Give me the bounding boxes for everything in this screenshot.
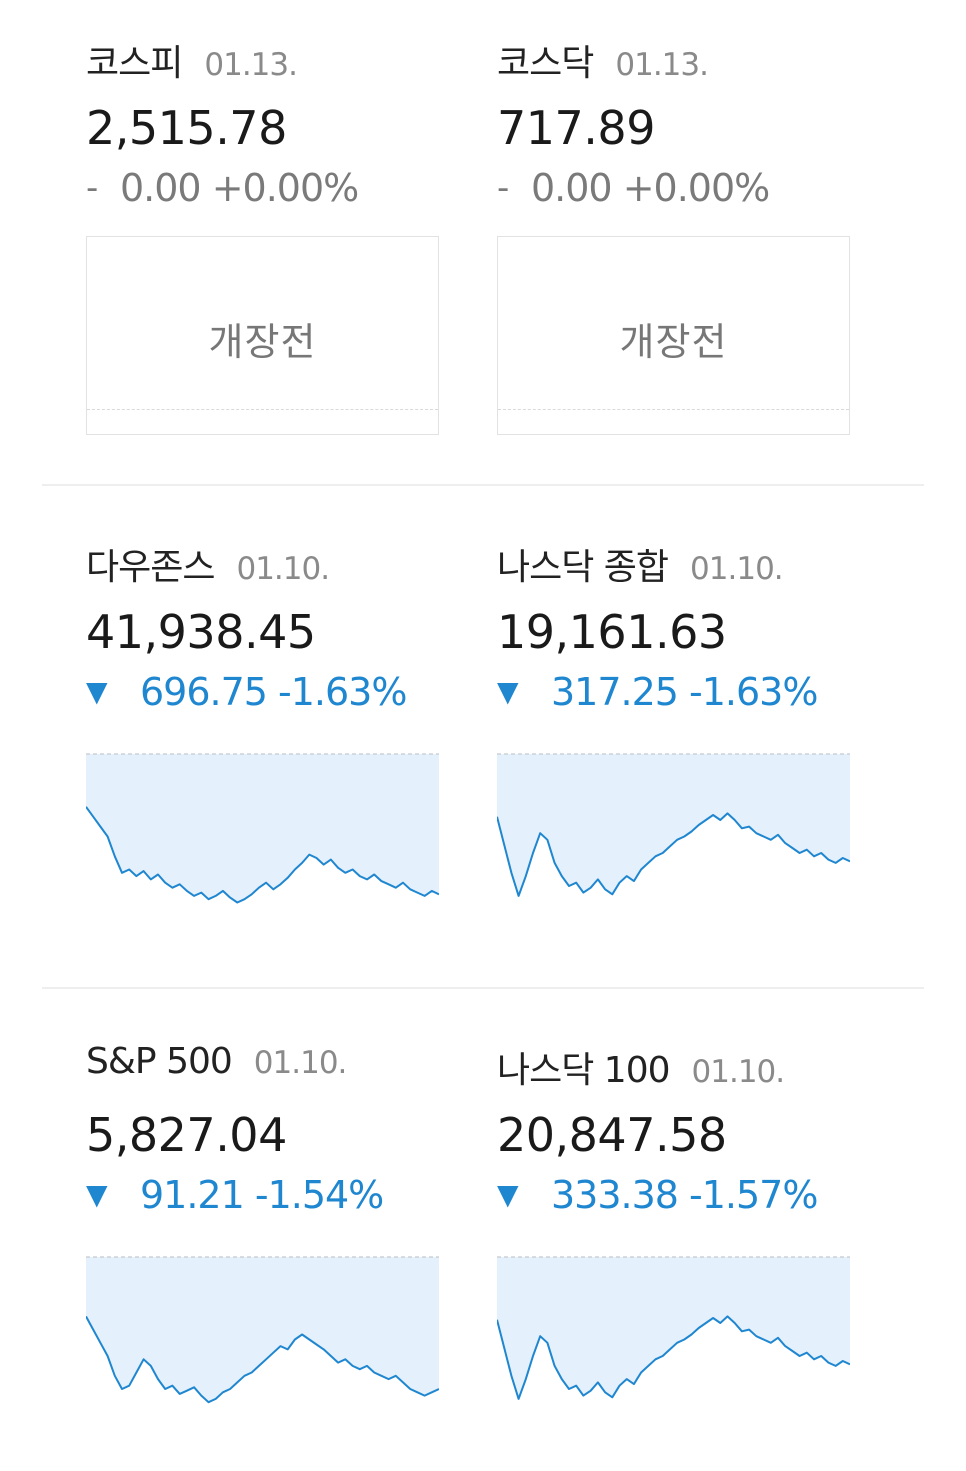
index-header: 다우존스 01.10. <box>86 538 439 588</box>
change-value: 333.38 -1.57% <box>551 1173 818 1217</box>
index-name: 다우존스 <box>86 547 215 588</box>
index-name: 나스닥 종합 <box>497 547 669 588</box>
index-date: 01.13. <box>615 47 709 83</box>
index-change: ▼ 91.21 -1.54% <box>86 1173 439 1217</box>
index-value: 2,515.78 <box>86 101 287 155</box>
sparkline-line <box>497 1315 850 1400</box>
index-change: -0.00 +0.00% <box>497 166 850 210</box>
down-triangle-icon: ▼ <box>86 675 108 708</box>
index-header: 코스피 01.13. <box>86 34 439 84</box>
index-date: 01.13. <box>204 47 298 83</box>
flat-dash-icon: - <box>497 168 509 208</box>
sparkline-chart <box>86 1256 439 1404</box>
index-card-nasdaq100[interactable]: 나스닥 100 01.10. 20,847.58 ▼ 333.38 -1.57% <box>497 1041 850 1430</box>
sparkline-chart <box>497 753 850 897</box>
index-card-kosdaq[interactable]: 코스닥 01.13. 717.89 -0.00 +0.00% 개장전 <box>497 34 850 435</box>
index-date: 01.10. <box>253 1045 348 1081</box>
sparkline-area <box>86 754 439 903</box>
baseline <box>87 409 438 410</box>
index-name: 나스닥 100 <box>497 1050 671 1091</box>
change-value: 317.25 -1.63% <box>551 670 818 714</box>
index-value: 717.89 <box>497 101 655 155</box>
flat-dash-icon: - <box>86 168 98 208</box>
down-triangle-icon: ▼ <box>497 1178 519 1211</box>
chart-placeholder: 개장전 <box>86 236 439 435</box>
sparkline-line <box>497 812 850 897</box>
change-value: 91.21 -1.54% <box>140 1173 384 1217</box>
market-status: 개장전 <box>619 320 728 364</box>
sparkline-area <box>497 1257 850 1399</box>
index-value: 20,847.58 <box>497 1108 727 1162</box>
change-value: 0.00 +0.00% <box>120 166 359 210</box>
index-name: 코스피 <box>86 43 183 84</box>
index-change: ▼ 317.25 -1.63% <box>497 670 850 714</box>
market-status: 개장전 <box>208 320 317 364</box>
index-value: 41,938.45 <box>86 605 316 659</box>
index-header: 나스닥 종합 01.10. <box>497 538 850 588</box>
index-date: 01.10. <box>690 551 784 587</box>
index-card-kospi[interactable]: 코스피 01.13. 2,515.78 -0.00 +0.00% 개장전 <box>86 34 439 435</box>
change-value: 0.00 +0.00% <box>531 166 770 210</box>
index-change: ▼ 333.38 -1.57% <box>497 1173 850 1217</box>
chart-placeholder: 개장전 <box>497 236 850 435</box>
index-date: 01.10. <box>236 551 330 587</box>
index-card-dow[interactable]: 다우존스 01.10. 41,938.45 ▼ 696.75 -1.63% <box>86 538 439 927</box>
index-value: 5,827.04 <box>86 1108 287 1162</box>
sparkline-line <box>86 806 439 904</box>
baseline <box>498 409 849 410</box>
index-header: S&P 500 01.10. <box>86 1041 439 1085</box>
index-date: 01.10. <box>691 1054 786 1090</box>
index-header: 코스닥 01.13. <box>497 34 850 84</box>
sparkline-chart <box>86 753 439 904</box>
index-value: 19,161.63 <box>497 605 727 659</box>
index-card-sp500[interactable]: S&P 500 01.10. 5,827.04 ▼ 91.21 -1.54% <box>86 1041 439 1430</box>
index-change: ▼ 696.75 -1.63% <box>86 670 439 714</box>
down-triangle-icon: ▼ <box>86 1178 108 1211</box>
section-divider <box>42 484 924 486</box>
section-divider <box>42 987 924 989</box>
sparkline-area <box>497 754 850 896</box>
index-name: 코스닥 <box>497 43 594 84</box>
index-card-nasdaq[interactable]: 나스닥 종합 01.10. 19,161.63 ▼ 317.25 -1.63% <box>497 538 850 927</box>
down-triangle-icon: ▼ <box>497 675 519 708</box>
sparkline-chart <box>497 1256 850 1400</box>
change-value: 696.75 -1.63% <box>140 670 407 714</box>
sparkline-line <box>86 1315 439 1404</box>
sparkline-area <box>86 1257 439 1403</box>
index-change: -0.00 +0.00% <box>86 166 439 210</box>
index-name: S&P 500 <box>86 1041 233 1082</box>
index-header: 나스닥 100 01.10. <box>497 1041 850 1091</box>
